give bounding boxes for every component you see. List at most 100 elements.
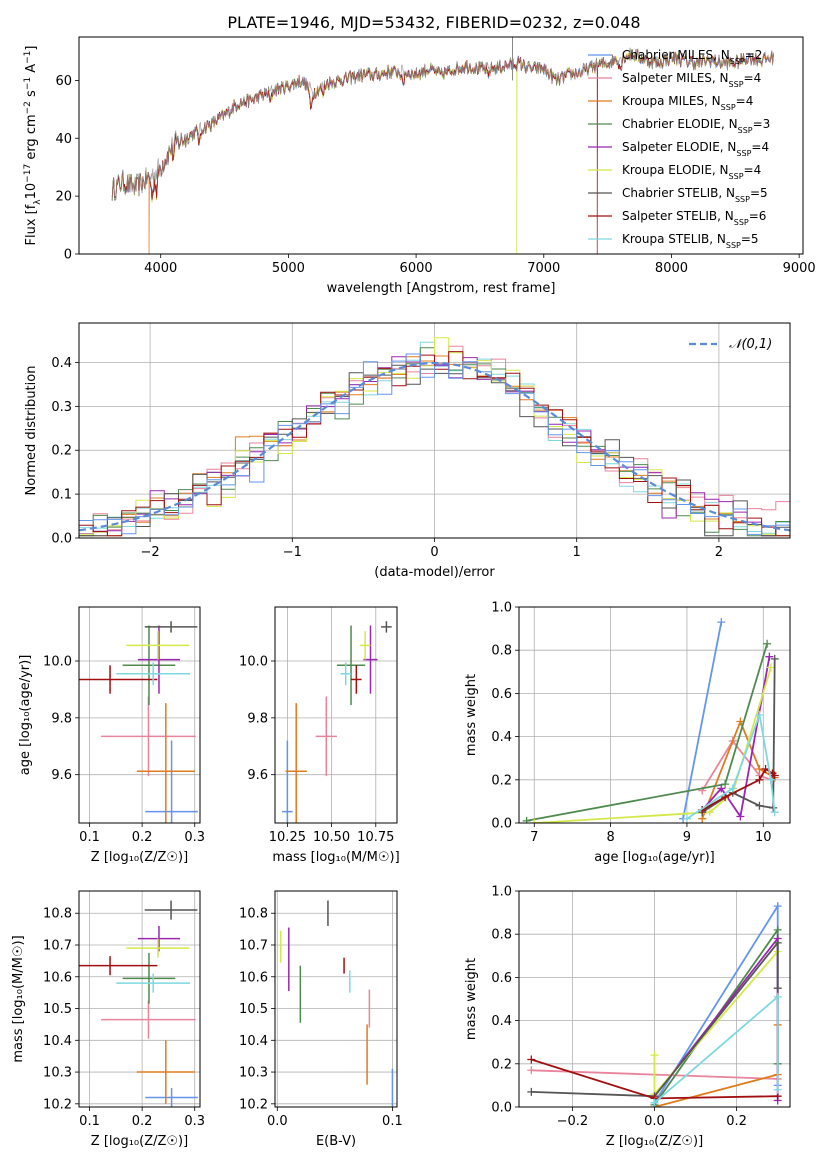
histogram-CM (79, 353, 790, 538)
weight-point-SS (527, 1055, 536, 1064)
y-axis-label: mass weight (464, 674, 479, 756)
axes-frame (78, 36, 804, 255)
figure-title: PLATE=1946, MJD=53432, FIBERID=0232, z=0… (227, 13, 640, 32)
x-tick-label: 8 (606, 830, 614, 845)
axes-frame (274, 890, 398, 1108)
x-tick-label: −1 (283, 545, 302, 560)
x-tick-label: 10.50 (313, 830, 350, 845)
y-tick-label: 0.8 (491, 644, 512, 659)
weight-point-KS (755, 711, 764, 719)
weight-point-SM (527, 1066, 536, 1075)
y-axis-label: age [log₁₀(age/yr)] (18, 655, 33, 776)
x-tick-label: 10 (755, 830, 772, 845)
weight-point-CE (763, 639, 772, 648)
weight-point-KS (682, 814, 691, 823)
x-tick-label: 7000 (527, 261, 560, 276)
x-tick-label: 0.2 (726, 1114, 747, 1129)
y-tick-label: 10.3 (43, 1066, 72, 1081)
x-tick-label: 0 (430, 545, 438, 560)
weight-point-KE (766, 663, 775, 672)
y-tick-label: 10.7 (43, 939, 72, 954)
axes-frame (78, 890, 201, 1108)
legend-entry: Kroupa ELODIE, NSSP=4 (622, 163, 761, 181)
weight-point-CM (773, 902, 782, 911)
legend-entry: Kroupa MILES, NSSP=4 (622, 94, 753, 112)
plot-area (79, 900, 198, 1107)
y-tick-label: 10.5 (239, 1002, 268, 1017)
y-tick-label: 10.0 (43, 655, 72, 670)
x-tick-label: 0.0 (644, 1114, 665, 1129)
panel-spectrum: 4000 5000 6000 7000 8000 9000 0 20 40 60 wavelengt… (23, 36, 816, 296)
x-tick-label: 0.2 (132, 1114, 153, 1129)
y-tick-label: 0.8 (491, 928, 512, 943)
x-tick-label: 6000 (400, 261, 433, 276)
x-tick-label: 10.75 (357, 830, 394, 845)
y-tick-label: 10.4 (43, 1034, 72, 1049)
axes-frame (518, 606, 791, 824)
y-tick-label: 10.2 (43, 1097, 72, 1112)
x-tick-label: 0.3 (184, 1114, 205, 1129)
weight-line-KE (534, 667, 772, 823)
x-tick-label: 7 (530, 830, 538, 845)
weight-point-SS (770, 771, 779, 780)
y-tick-label: 1.0 (491, 601, 512, 616)
panel-residuals: −2 −1 0 1 2 0.0 0.1 0.2 0.3 0.4 (data-model)/error… (24, 322, 791, 580)
legend-entry: Chabrier ELODIE, NSSP=3 (622, 117, 770, 135)
weight-point-SE (717, 784, 726, 793)
plot-area (527, 902, 782, 1107)
x-axis-label: (data-model)/error (374, 565, 495, 580)
plot-area (280, 900, 394, 1107)
weight-point-KS (650, 1098, 659, 1107)
x-axis-label: age [log₁₀(age/yr)] (594, 850, 715, 865)
weight-point-KE (530, 819, 539, 823)
x-axis-label: wavelength [Angstrom, rest frame] (327, 281, 556, 296)
legend-entry: Chabrier MILES, NSSP=2 (622, 48, 762, 66)
panel-age-vs-Z: 0.1 0.2 0.3 9.6 9.8 10.0 Z [log₁₀(Z/Z☉)] age [l… (18, 606, 205, 865)
weight-point-KS (770, 808, 779, 817)
axes-frame (78, 606, 201, 824)
x-tick-label: 9 (683, 830, 691, 845)
weight-point-KS (773, 992, 782, 1001)
x-axis-label: Z [log₁₀(Z/Z☉)] (91, 1134, 188, 1149)
weight-point-CS (773, 938, 782, 947)
legend-entry: Kroupa STELIB, NSSP=5 (622, 232, 759, 250)
panel-weight-vs-Z: −0.2 0.0 0.2 0.0 0.2 0.4 0.6 0.8 1.0 Z [log₁₀(Z/Z… (464, 885, 791, 1149)
legend-entry: 𝒩(0,1) (729, 337, 772, 352)
y-tick-label: 0.0 (51, 532, 72, 547)
y-tick-label: 10.2 (239, 1097, 268, 1112)
weight-point-CS (773, 984, 782, 993)
weight-point-SS (755, 775, 764, 784)
x-tick-label: 10.25 (269, 830, 306, 845)
y-tick-label: 60 (55, 74, 72, 89)
y-tick-label: 10.0 (239, 655, 268, 670)
y-tick-label: 10.3 (239, 1066, 268, 1081)
weight-point-SE (765, 652, 774, 661)
weight-point-KE (650, 1051, 659, 1060)
x-axis-label: mass [log₁₀(M/M☉)] (272, 850, 399, 865)
weight-point-CS (770, 654, 779, 663)
weight-point-KE (705, 808, 714, 817)
x-tick-label: 0.0 (267, 1114, 288, 1129)
y-tick-label: 10.5 (43, 1002, 72, 1017)
legend-entry: Salpeter STELIB, NSSP=6 (622, 209, 766, 227)
normal-curve (79, 361, 790, 532)
plot-area (79, 621, 198, 823)
x-tick-label: 4000 (144, 261, 177, 276)
weight-point-KS (728, 784, 737, 793)
y-tick-label: 10.4 (239, 1034, 268, 1049)
legend: Chabrier MILES, NSSP=2 Salpeter MILES, NS… (588, 48, 770, 250)
plot-area (522, 618, 779, 823)
y-tick-label: 0.0 (491, 1101, 512, 1116)
plot-area (282, 621, 392, 823)
y-tick-label: 40 (55, 132, 72, 147)
plot-area (79, 337, 790, 538)
y-tick-label: 9.8 (51, 711, 72, 726)
y-tick-label: 1.0 (491, 885, 512, 900)
x-tick-label: −2 (141, 545, 160, 560)
y-tick-label: 10.6 (43, 970, 72, 985)
weight-line-SM (701, 739, 772, 792)
x-tick-label: 9000 (783, 261, 816, 276)
y-tick-label: 10.8 (239, 907, 268, 922)
weight-line-CM (682, 621, 723, 819)
